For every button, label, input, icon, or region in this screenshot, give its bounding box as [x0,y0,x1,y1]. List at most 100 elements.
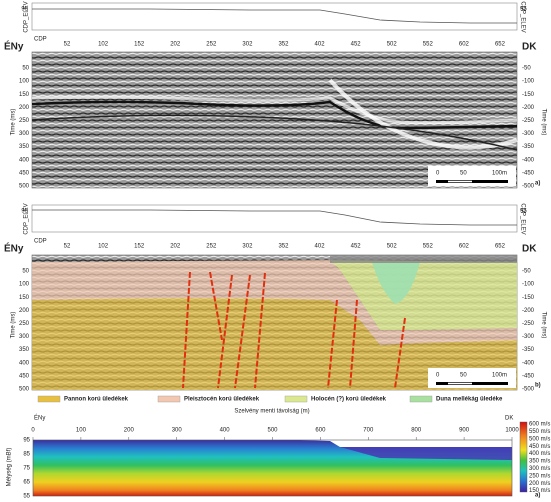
scale-bar [448,382,472,385]
time-tick: -250 [522,118,535,124]
time-tick: -100 [522,79,535,85]
time-tick: -150 [522,295,535,301]
time-tick: -50 [522,66,531,72]
colorbar-label: 500 m/s [529,436,550,442]
cdp-tick: 402 [315,244,326,250]
x-axis-label: Szelvény menti távolság (m) [234,409,309,415]
cdp-tick: 252 [206,42,217,48]
time-tick: -300 [522,334,535,340]
x-tick: 100 [76,428,87,434]
scale-label: 50 [460,171,467,177]
cdp-tick: 102 [98,42,109,48]
elevation-line [32,8,517,24]
legend-label: Holocén (?) korú üledékek [311,397,387,403]
panel-tag: b) [535,383,541,389]
cdp-tick: 452 [351,244,362,250]
low-velocity-zone [340,447,512,460]
time-tick: 250 [19,118,30,124]
time-tick: -400 [522,157,535,163]
panel-a [31,2,518,189]
direction-right: DK [505,416,513,422]
direction-right: DK [522,42,537,53]
time-tick: 50 [22,66,29,72]
time-tick: -150 [522,92,535,98]
scale-label: 100m [492,171,507,177]
time-tick: 450 [19,373,30,379]
x-tick: 400 [220,428,231,434]
time-tick: 500 [19,183,30,189]
time-tick: -500 [522,386,535,392]
cdp-tick: 652 [495,244,506,250]
elev-tick: 95 [520,7,527,13]
water [330,255,517,263]
cdp-tick: 302 [242,42,253,48]
legend-label: Duna mellékág üledéke [436,397,503,403]
scale-bar [448,180,472,183]
elev-label: CDP_ELEV [519,1,525,32]
elev-label: CDP_ELEV [519,203,525,234]
legend-swatch [157,395,181,403]
time-tick: 200 [19,105,30,111]
direction-left: ÉNy [34,415,45,422]
time-tick: 400 [19,360,30,366]
time-tick: -400 [522,360,535,366]
colorbar [519,421,528,493]
time-tick: -200 [522,308,535,314]
elevation-strip [31,204,518,233]
time-tick: -350 [522,144,535,150]
cdp-tick: 252 [206,244,217,250]
time-tick: -50 [522,269,531,275]
panel-tag: a) [535,493,540,499]
cdp-tick: 502 [387,42,398,48]
time-tick: 500 [19,386,30,392]
time-tick: 250 [19,321,30,327]
elevation-line [32,209,517,226]
x-tick: 700 [363,428,374,434]
time-tick: 350 [19,144,30,150]
cdp-tick: 452 [351,42,362,48]
legend-label: Pannon korú üledékek [64,397,129,403]
elev-tick: 95 [21,7,28,13]
x-tick: 900 [459,428,470,434]
cdp-tick: 52 [64,42,71,48]
x-tick: 500 [267,428,278,434]
y-tick: 95 [23,438,30,444]
y-axis-label: Mélység (mBf) [7,448,13,487]
legend-label: Pleisztocén korú üledékek [184,397,260,403]
channel-unit [372,262,420,304]
time-label: Time (ms) [11,312,17,339]
time-tick: 300 [19,131,30,137]
cdp-tick: 102 [98,244,109,250]
cdp-tick: 502 [387,244,398,250]
elev-label: CDP_ELEV [24,203,30,234]
time-tick: 350 [19,347,30,353]
colorbar-label: 150 m/s [529,488,550,494]
time-label: Time (ms) [11,109,17,136]
time-tick: -450 [522,170,535,176]
y-tick: 85 [23,452,30,458]
y-tick: 65 [23,480,30,486]
velocity-section [32,421,528,497]
legend-swatch [409,395,433,403]
time-tick: -100 [522,282,535,288]
faults [182,271,406,389]
time-label: Time (ms) [540,312,546,339]
cdp-tick: 352 [278,42,289,48]
direction-right: DK [522,244,537,255]
time-tick: 400 [19,157,30,163]
time-tick: -300 [522,131,535,137]
time-tick: 150 [19,295,30,301]
x-tick: 800 [411,428,422,434]
time-tick: 300 [19,334,30,340]
panel-tag: a) [535,181,540,187]
reflector [31,100,518,130]
time-tick: -250 [522,321,535,327]
seismic-section [31,51,518,189]
holocene-unit [330,260,517,330]
cdp-tick: 602 [459,42,470,48]
legend: Pannon korú üledékek Pleisztocén korú üle… [37,395,503,403]
cdp-tick: 552 [423,244,434,250]
colorbar-label: 350 m/s [529,459,550,465]
x-tick: 300 [172,428,183,434]
